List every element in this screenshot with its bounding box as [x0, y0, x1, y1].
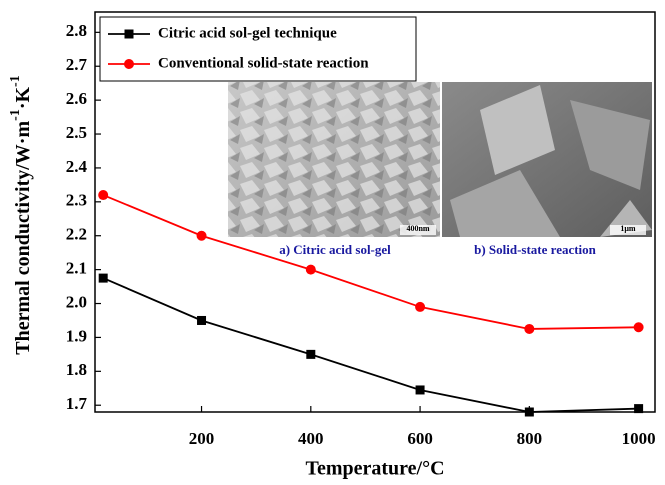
y-tick-label: 2.5 [66, 123, 87, 142]
y-tick-label: 2.2 [66, 225, 87, 244]
chart: 400nm 1μm a) Citric acid sol-gel b) Soli… [0, 0, 665, 485]
point [197, 316, 206, 325]
inset-caption: a) Citric acid sol-gel [279, 242, 391, 257]
point [99, 274, 108, 283]
x-tick-label: 1000 [622, 429, 656, 448]
y-tick-label: 1.8 [66, 360, 87, 379]
y-tick-label: 2.7 [66, 55, 88, 74]
legend-label: Citric acid sol-gel technique [158, 25, 337, 41]
point [306, 350, 315, 359]
point [524, 324, 534, 334]
scale-label: 400nm [406, 224, 429, 233]
point [197, 231, 207, 241]
y-label-sup: -1 [8, 109, 23, 121]
point [525, 408, 534, 417]
x-axis-label: Temperature/°C [305, 458, 444, 480]
point [634, 322, 644, 332]
y-tick-label: 2.6 [66, 89, 87, 108]
y-tick-label: 2.3 [66, 191, 87, 210]
point [415, 302, 425, 312]
x-tick-label: 400 [298, 429, 324, 448]
inset-caption: b) Solid-state reaction [474, 242, 597, 257]
point [416, 385, 425, 394]
series-line [103, 278, 638, 412]
y-tick-label: 2.0 [66, 292, 87, 311]
inset-b: 1μm [442, 82, 652, 237]
x-tick-label: 800 [517, 429, 543, 448]
point [306, 265, 316, 275]
y-tick-label: 1.7 [66, 394, 88, 413]
y-label-part: ·K [12, 87, 34, 110]
y-tick-label: 2.4 [66, 157, 88, 176]
point [634, 404, 643, 413]
x-tick-label: 200 [189, 429, 215, 448]
point [98, 190, 108, 200]
y-tick-label: 2.1 [66, 259, 87, 278]
scale-label: 1μm [620, 224, 636, 233]
y-tick-label: 1.9 [66, 326, 87, 345]
y-axis-label: Thermal conductivity/W·m-1·K-1 [8, 75, 33, 354]
legend-marker [124, 59, 134, 69]
y-label-part: Thermal conductivity/W·m [12, 121, 34, 355]
y-label-sup: -1 [8, 75, 23, 87]
legend-marker [125, 30, 134, 39]
y-tick-label: 2.8 [66, 21, 87, 40]
x-tick-label: 600 [407, 429, 433, 448]
inset-a: 400nm [228, 82, 440, 237]
legend-label: Conventional solid-state reaction [158, 55, 369, 71]
